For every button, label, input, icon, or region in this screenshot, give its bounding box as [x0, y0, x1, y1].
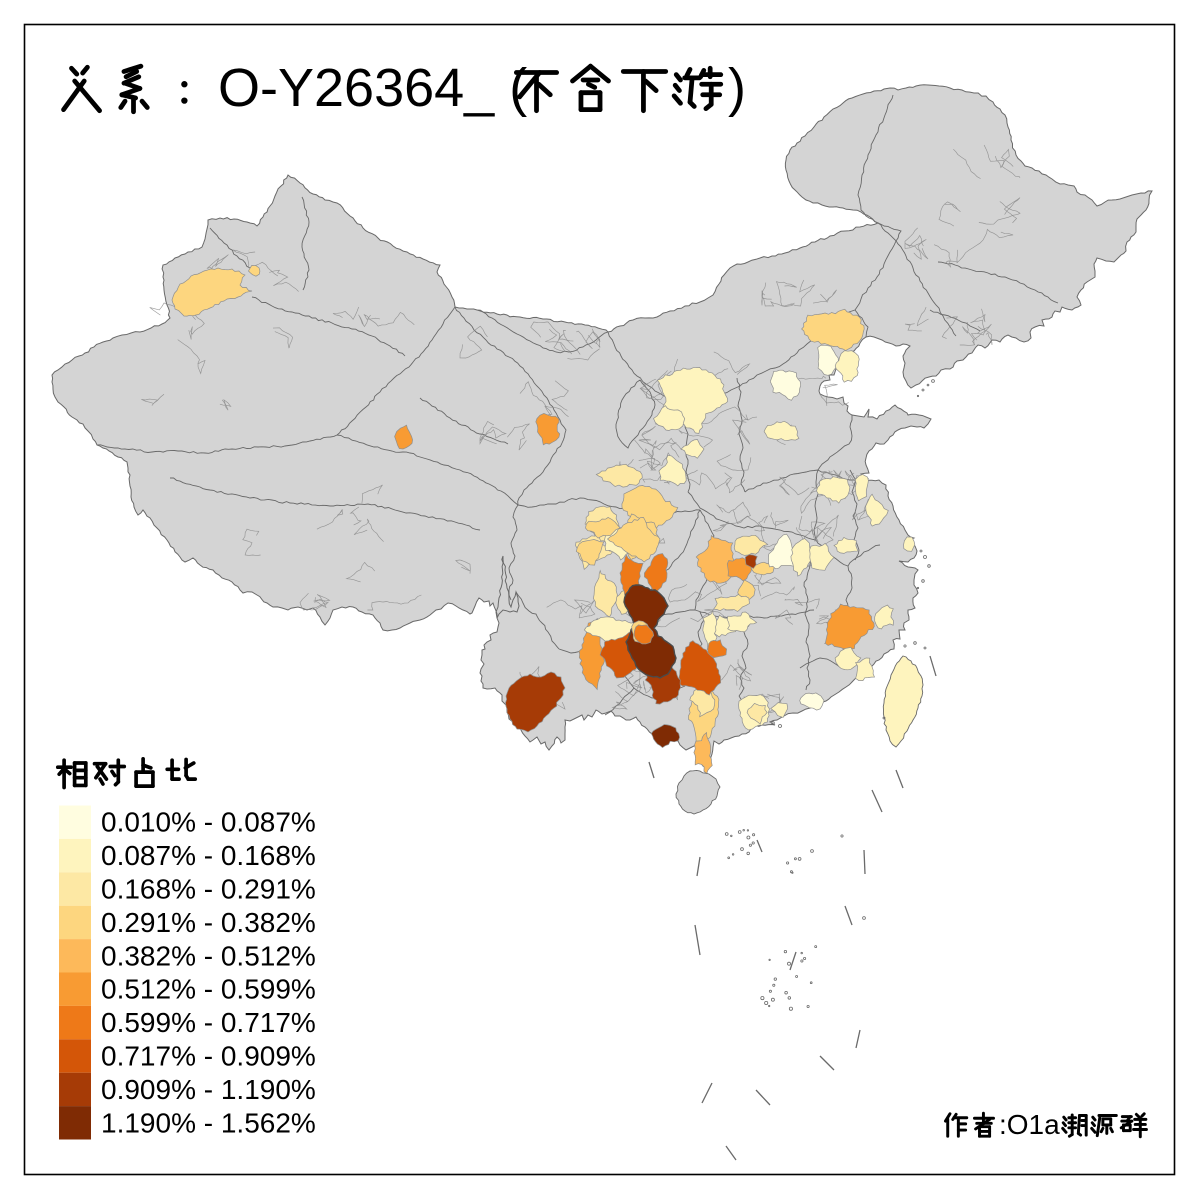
svg-text:0.512% - 0.599%: 0.512% - 0.599%	[101, 974, 316, 1005]
svg-text:): )	[728, 58, 746, 118]
svg-text::O1a: :O1a	[999, 1109, 1060, 1140]
svg-text:0.909% - 1.190%: 0.909% - 1.190%	[101, 1074, 316, 1105]
svg-text:O-Y26364_ (: O-Y26364_ (	[218, 58, 527, 118]
svg-text:1.190% - 1.562%: 1.190% - 1.562%	[101, 1107, 316, 1138]
svg-text:0.599% - 0.717%: 0.599% - 0.717%	[101, 1007, 316, 1038]
svg-text:0.717% - 0.909%: 0.717% - 0.909%	[101, 1041, 316, 1072]
svg-text:0.291% - 0.382%: 0.291% - 0.382%	[101, 907, 316, 938]
svg-text:0.382% - 0.512%: 0.382% - 0.512%	[101, 940, 316, 971]
svg-text:0.087% - 0.168%: 0.087% - 0.168%	[101, 840, 316, 871]
svg-text:0.168% - 0.291%: 0.168% - 0.291%	[101, 874, 316, 905]
svg-text:0.010% - 0.087%: 0.010% - 0.087%	[101, 807, 316, 838]
